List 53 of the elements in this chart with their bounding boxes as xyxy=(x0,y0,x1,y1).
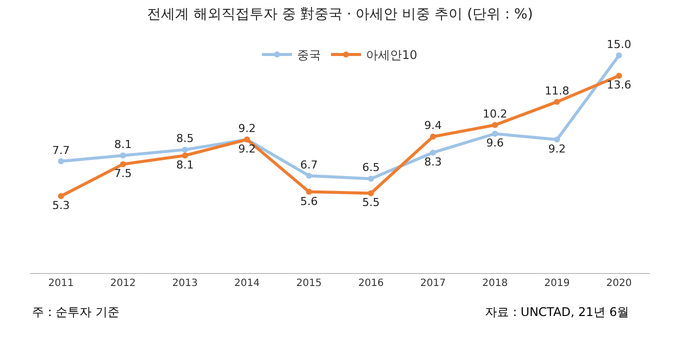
point xyxy=(306,172,312,179)
x-tick-label: 2013 xyxy=(172,278,198,289)
data-label: 8.1 xyxy=(176,158,194,172)
data-label: 8.3 xyxy=(424,156,442,169)
data-label: 5.6 xyxy=(300,194,318,208)
point xyxy=(554,136,560,143)
point xyxy=(430,134,436,140)
data-label: 11.8 xyxy=(544,84,570,98)
data-label: 6.7 xyxy=(300,158,318,172)
point xyxy=(368,176,374,182)
x-tick-label: 2016 xyxy=(358,278,384,289)
data-label: 13.6 xyxy=(606,78,632,92)
point xyxy=(616,72,622,79)
point xyxy=(120,152,126,158)
point xyxy=(368,190,374,196)
data-label: 15.0 xyxy=(606,38,632,51)
point xyxy=(182,152,188,158)
point xyxy=(58,158,64,164)
data-label: 9.6 xyxy=(486,136,504,150)
point xyxy=(616,52,622,58)
point xyxy=(58,193,64,200)
x-tick-label: 2012 xyxy=(110,278,136,289)
data-label: 9.2 xyxy=(238,142,256,156)
x-tick-label: 2020 xyxy=(606,278,632,289)
data-label: 8.5 xyxy=(176,132,194,146)
point xyxy=(120,161,126,168)
text: 자료 : UNCTAD, 21년 6월 xyxy=(485,305,630,319)
data-label: 6.5 xyxy=(362,161,380,174)
data-label: 5.5 xyxy=(362,196,380,210)
point xyxy=(554,98,560,105)
legend-label: 아세안10 xyxy=(366,48,418,62)
text: 주 : 순투자 기준 xyxy=(32,305,120,319)
x-tick-label: 2014 xyxy=(234,278,260,289)
data-label: 9.2 xyxy=(238,122,256,136)
data-label: 9.2 xyxy=(548,142,566,156)
data-label: 7.5 xyxy=(114,167,132,180)
x-tick-label: 2011 xyxy=(48,278,74,289)
legend-label: 중국 xyxy=(297,48,321,62)
data-label: 7.7 xyxy=(52,144,70,157)
point xyxy=(182,146,188,153)
point xyxy=(306,188,312,195)
x-tick-label: 2015 xyxy=(296,278,322,289)
data-label: 9.4 xyxy=(424,119,442,132)
x-tick-label: 2019 xyxy=(544,278,570,289)
data-label: 8.1 xyxy=(114,138,132,151)
chart-title: 전세계 해외직접투자 중 對중국 · 아세안 비중 추이 (단위 : %) xyxy=(147,6,533,22)
data-label: 10.2 xyxy=(482,108,508,121)
point xyxy=(430,150,436,156)
point xyxy=(492,122,498,128)
point xyxy=(492,130,498,137)
x-tick-label: 2017 xyxy=(420,278,446,289)
data-label: 5.3 xyxy=(52,199,70,212)
x-tick-label: 2018 xyxy=(482,278,508,289)
